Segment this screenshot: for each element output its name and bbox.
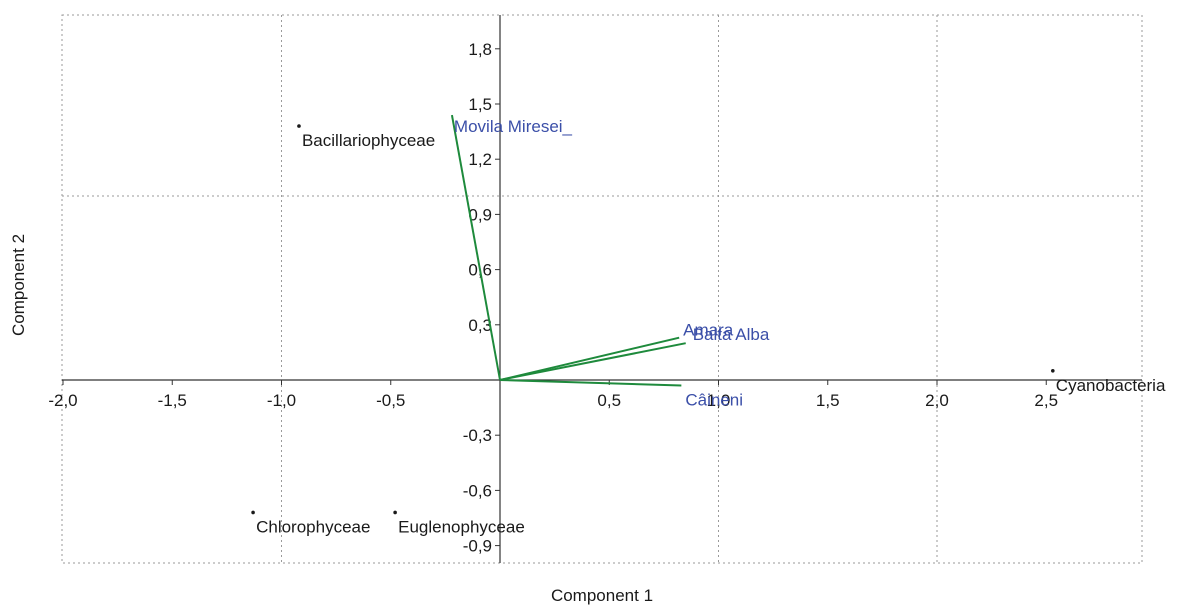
y-tick-label: -0,3 — [463, 426, 492, 445]
x-axis-title: Component 1 — [551, 586, 653, 605]
point-label: Chlorophyceae — [256, 517, 370, 536]
y-tick-label: 1,8 — [468, 40, 492, 59]
grid-lines — [62, 15, 1142, 563]
x-tick-label: -1,5 — [158, 391, 187, 410]
axes — [62, 15, 1142, 563]
score-point — [251, 510, 255, 515]
score-points: Bacillariophyceae Cyanobacteria Chlorophyc… — [251, 124, 1166, 536]
score-point — [1051, 369, 1055, 373]
y-axis-title: Component 2 — [9, 234, 28, 336]
y-tick-label: 1,2 — [468, 150, 492, 169]
score-point — [297, 124, 301, 128]
y-tick-label: -0,9 — [463, 537, 492, 556]
x-tick-label: 0,5 — [597, 391, 621, 410]
point-label: Cyanobacteria — [1056, 376, 1166, 395]
tick-labels: -2,0 -1,5 -1,0 -0,5 0,5 1,0 1,5 2,0 2,5 1,8 1,5 1,2… — [48, 40, 1058, 556]
x-tick-label: -1,0 — [267, 391, 296, 410]
vector-label: Movila Miresei_ — [454, 117, 573, 136]
x-tick-label: 2,0 — [925, 391, 949, 410]
x-tick-label: -2,0 — [48, 391, 77, 410]
x-tick-label: 2,5 — [1034, 391, 1058, 410]
loading-vector — [499, 336, 680, 381]
y-tick-label: 0,3 — [468, 316, 492, 335]
loading-vector — [499, 342, 686, 381]
plot-frame — [61, 14, 1143, 564]
loading-vector — [450, 114, 501, 381]
x-tick-label: 1,5 — [816, 391, 840, 410]
y-tick-label: 0,9 — [468, 205, 492, 224]
x-tick-label: 1,0 — [707, 391, 731, 410]
vector-label: Amara — [683, 321, 734, 340]
y-tick-label: -0,6 — [463, 481, 492, 500]
point-label: Euglenophyceae — [398, 517, 525, 536]
vector-label: Câineni — [685, 391, 743, 410]
loading-vector — [499, 379, 682, 387]
y-tick-label: 1,5 — [468, 95, 492, 114]
vector-label: Balta Alba — [693, 325, 770, 344]
score-point — [393, 510, 397, 515]
point-label: Bacillariophyceae — [302, 131, 435, 150]
x-tick-label: -0,5 — [376, 391, 405, 410]
